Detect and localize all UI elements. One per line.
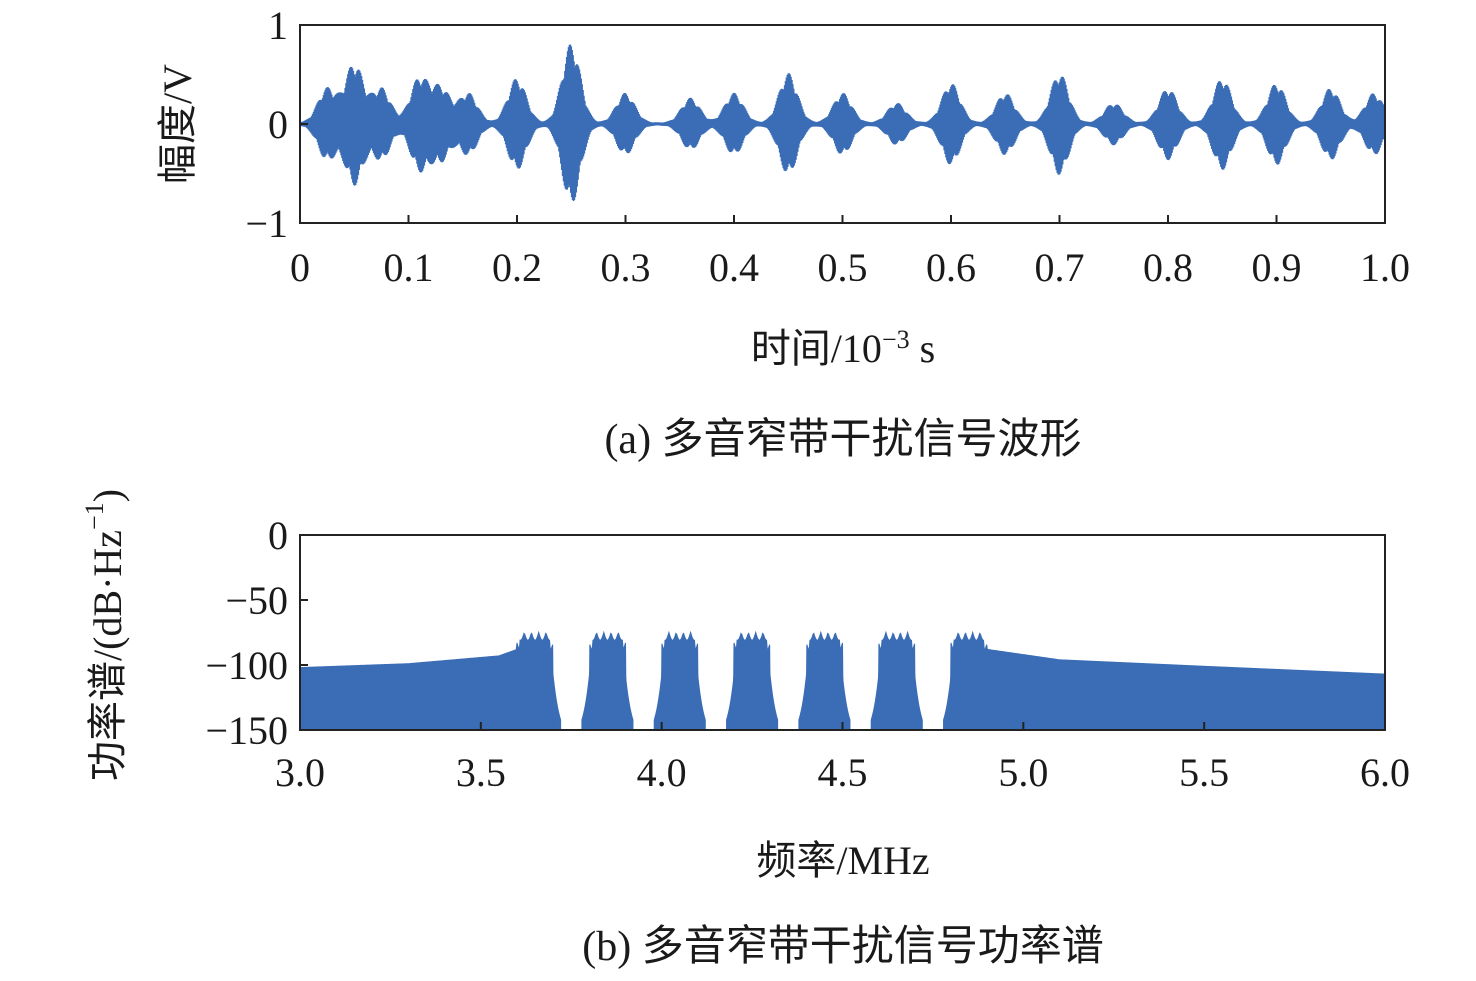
spectrum-ytick-label: −100 bbox=[205, 643, 288, 688]
spectrum-plot-area bbox=[299, 630, 1386, 731]
waveform-xtick-label: 0.8 bbox=[1143, 245, 1193, 290]
spectrum-gap-notch bbox=[778, 668, 799, 730]
waveform-xlabel: 时间/10−3 s bbox=[751, 325, 935, 372]
waveform-ylabel: 幅度/V bbox=[155, 64, 200, 184]
waveform-ytick-label: 1 bbox=[268, 3, 288, 48]
spectrum-gap-notch bbox=[850, 668, 871, 730]
spectrum-xtick-label: 5.0 bbox=[998, 750, 1048, 795]
waveform-ytick-label: 0 bbox=[268, 102, 288, 147]
waveform-xtick-label: 0.6 bbox=[926, 245, 976, 290]
spectrum-xlabel: 频率/MHz bbox=[756, 838, 929, 883]
spectrum-ylabel-close: ) bbox=[85, 489, 130, 502]
spectrum-gap-lobe bbox=[625, 671, 662, 730]
spectrum-caption: (b) 多音窄带干扰信号功率谱 bbox=[582, 923, 1103, 970]
spectrum-gap-lobe bbox=[914, 671, 951, 730]
waveform-xlabel-exponent: −3 bbox=[882, 325, 910, 354]
spectrum-gap-notch bbox=[633, 668, 654, 730]
spectrum-gap-lobe bbox=[842, 671, 879, 730]
spectrum-ytick-label: 0 bbox=[268, 513, 288, 558]
spectrum-gap-notch bbox=[922, 668, 944, 730]
spectrum-ticks: 3.0 3.5 4.0 4.5 5.0 5.5 6.0 0 −50 −100 −150 bbox=[205, 513, 1410, 795]
spectrum-gap-lobe bbox=[770, 671, 807, 730]
spectrum-ytick-label: −50 bbox=[225, 578, 288, 623]
waveform-xtick-label: 0.3 bbox=[601, 245, 651, 290]
spectrum-ylabel: 功率谱/(dB·Hz−1) bbox=[80, 489, 130, 781]
waveform-xtick-label: 0.4 bbox=[709, 245, 759, 290]
waveform-xtick-label: 0.9 bbox=[1252, 245, 1302, 290]
spectrum-ytick-label: −150 bbox=[205, 708, 288, 753]
spectrum-xtick-label: 4.0 bbox=[637, 750, 687, 795]
waveform-xtick-label: 1.0 bbox=[1360, 245, 1410, 290]
spectrum-gap-lobe bbox=[697, 671, 734, 730]
waveform-xlabel-main: 时间/10 bbox=[751, 326, 882, 371]
waveform-panel: 0 0.1 0.2 0.3 0.4 0.5 0.6 0.7 0.8 0.9 1.0−101 幅度/V… bbox=[155, 3, 1410, 463]
spectrum-gap-notch bbox=[561, 668, 582, 730]
spectrum-panel: 3.0 3.5 4.0 4.5 5.0 5.5 6.0 0 −50 −100 −150 功率谱/(d… bbox=[80, 489, 1410, 970]
waveform-xtick-label: 0.5 bbox=[818, 245, 868, 290]
waveform-xtick-label: 0.2 bbox=[492, 245, 542, 290]
waveform-series-line bbox=[299, 44, 1386, 202]
spectrum-xtick-label: 5.5 bbox=[1179, 750, 1229, 795]
spectrum-gap-lobe bbox=[553, 671, 590, 730]
spectrum-ylabel-exponent: −1 bbox=[80, 502, 109, 530]
spectrum-xtick-label: 4.5 bbox=[818, 750, 868, 795]
waveform-plot-area bbox=[299, 44, 1386, 202]
spectrum-xtick-label: 6.0 bbox=[1360, 750, 1410, 795]
waveform-caption: (a) 多音窄带干扰信号波形 bbox=[604, 416, 1081, 463]
spectrum-ylabel-main: 功率谱/(dB·Hz bbox=[85, 530, 130, 781]
waveform-xlabel-unit: s bbox=[910, 326, 936, 371]
waveform-xtick-label: 0.7 bbox=[1035, 245, 1085, 290]
waveform-xtick-label: 0 bbox=[290, 245, 310, 290]
waveform-ticks: 0 0.1 0.2 0.3 0.4 0.5 0.6 0.7 0.8 0.9 1.0−101 bbox=[245, 3, 1410, 290]
spectrum-gap-notch bbox=[705, 668, 727, 730]
spectrum-xtick-label: 3.0 bbox=[275, 750, 325, 795]
waveform-xtick-label: 0.1 bbox=[384, 245, 434, 290]
waveform-ytick-label: −1 bbox=[245, 201, 288, 246]
spectrum-xtick-label: 3.5 bbox=[456, 750, 506, 795]
